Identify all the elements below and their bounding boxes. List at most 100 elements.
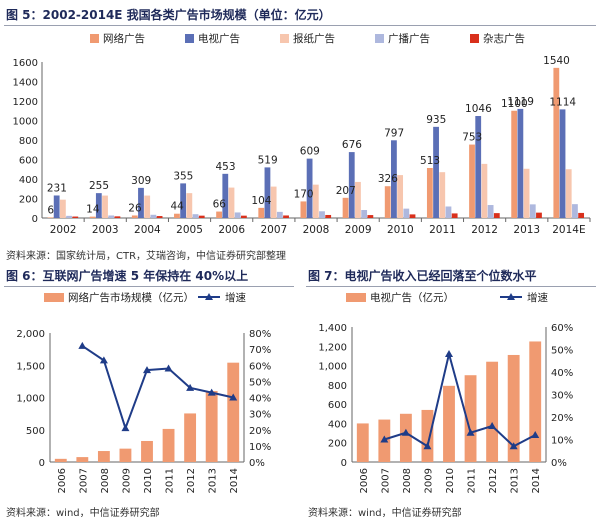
growth-point bbox=[423, 442, 432, 450]
bar-杂志广告 bbox=[536, 212, 542, 218]
bar-报纸广告 bbox=[565, 169, 572, 218]
bar-报纸广告 bbox=[439, 172, 446, 218]
legend-marker bbox=[205, 293, 213, 300]
bar-报纸广告 bbox=[481, 163, 488, 218]
y-tick-label: 1600 bbox=[13, 58, 38, 69]
bar-value bbox=[399, 413, 412, 462]
figure5-title: 图 5：2002-2014E 我国各类广告市场规模（单位：亿元） bbox=[6, 8, 331, 22]
bar-报纸广告 bbox=[270, 186, 277, 218]
x-tick-label: 2013 bbox=[513, 224, 540, 236]
x-tick-label: 2012 bbox=[488, 468, 499, 493]
data-label-internet: 207 bbox=[336, 185, 356, 197]
y2-tick-label: 10% bbox=[249, 442, 271, 453]
bar-value bbox=[162, 428, 175, 462]
legend-label-3: 广播广告 bbox=[388, 32, 430, 45]
growth-point bbox=[121, 424, 130, 432]
bar-广播广告 bbox=[319, 211, 325, 218]
bar-value bbox=[54, 458, 67, 462]
data-label-tv: 519 bbox=[258, 154, 278, 166]
data-label-tv: 309 bbox=[131, 175, 151, 187]
x-tick-label: 2008 bbox=[100, 468, 111, 493]
bar-电视广告 bbox=[264, 167, 271, 218]
y2-tick-label: 40% bbox=[551, 368, 573, 379]
bar-value bbox=[356, 423, 369, 462]
x-tick-label: 2013 bbox=[510, 468, 521, 493]
bar-广播广告 bbox=[108, 215, 115, 218]
legend-label-0: 网络广告 bbox=[103, 32, 145, 45]
growth-point bbox=[466, 428, 475, 436]
x-tick-label: 2004 bbox=[134, 224, 161, 236]
data-label-internet: 1540 bbox=[543, 55, 570, 67]
x-tick-label: 2003 bbox=[92, 224, 119, 236]
bar-杂志广告 bbox=[283, 215, 289, 218]
x-tick-label: 2014 bbox=[229, 468, 240, 493]
x-tick-label: 2005 bbox=[176, 224, 203, 236]
y-tick-label: 1,000 bbox=[16, 394, 45, 405]
x-tick-label: 2009 bbox=[423, 468, 434, 493]
bar-报纸广告 bbox=[228, 187, 235, 218]
legend-swatch-bar bbox=[44, 293, 64, 302]
bar-报纸广告 bbox=[312, 184, 319, 218]
x-tick-label: 2007 bbox=[380, 468, 391, 493]
figure7-title: 图 7：电视广告收入已经回落至个位数水平 bbox=[308, 269, 537, 283]
bar-value bbox=[205, 391, 218, 462]
bar-杂志广告 bbox=[198, 215, 205, 218]
data-label-internet: 14 bbox=[86, 204, 100, 216]
y2-tick-label: 40% bbox=[249, 394, 271, 405]
growth-point bbox=[99, 356, 108, 364]
y2-tick-label: 50% bbox=[249, 377, 271, 388]
bar-广播广告 bbox=[403, 208, 410, 218]
bar-杂志广告 bbox=[114, 216, 121, 218]
growth-point bbox=[509, 442, 518, 450]
legend-marker bbox=[507, 293, 515, 300]
data-label-tv: 1114 bbox=[549, 96, 576, 108]
growth-line bbox=[81, 345, 234, 432]
x-tick-label: 2010 bbox=[143, 468, 154, 493]
bar-value bbox=[464, 375, 477, 462]
y2-tick-label: 20% bbox=[551, 413, 573, 424]
x-tick-label: 2012 bbox=[471, 224, 498, 236]
figure6-source: 资料来源：wind，中信证券研究部 bbox=[6, 508, 160, 519]
data-label-tv: 1119 bbox=[507, 96, 534, 108]
y2-tick-label: 50% bbox=[551, 346, 573, 357]
bar-杂志广告 bbox=[493, 213, 500, 218]
bar-电视广告 bbox=[95, 193, 102, 218]
bar-杂志广告 bbox=[240, 215, 247, 218]
data-label-internet: 326 bbox=[378, 173, 398, 185]
figure7-chart: 电视广告（亿元） 增速 0 200 400 600 800 1,000 1,200 1,400 0%… bbox=[318, 291, 573, 493]
bar-杂志广告 bbox=[72, 216, 79, 218]
data-label-internet: 26 bbox=[128, 202, 142, 214]
legend-label-line: 增速 bbox=[527, 291, 548, 304]
bar-网络广告 bbox=[216, 211, 222, 218]
growth-point bbox=[207, 388, 216, 396]
data-label-tv: 255 bbox=[89, 180, 109, 192]
x-tick-label: 2009 bbox=[121, 468, 132, 493]
y-tick-label: 0 bbox=[32, 214, 38, 225]
bar-网络广告 bbox=[258, 207, 265, 218]
bar-电视广告 bbox=[475, 116, 482, 218]
bar-网络广告 bbox=[47, 217, 54, 218]
x-tick-label: 2002 bbox=[50, 224, 77, 236]
bar-value bbox=[141, 440, 153, 462]
y2-tick-label: 60% bbox=[249, 361, 271, 372]
y-tick-label: 500 bbox=[26, 426, 45, 437]
bar-广播广告 bbox=[572, 204, 578, 218]
y-tick-label: 1,200 bbox=[318, 342, 347, 353]
growth-point bbox=[380, 435, 389, 443]
x-tick-label: 2008 bbox=[303, 224, 330, 236]
legend-swatch-4 bbox=[470, 34, 479, 43]
bar-报纸广告 bbox=[102, 195, 108, 218]
data-label-tv: 676 bbox=[342, 139, 362, 151]
data-label-internet: 753 bbox=[462, 132, 482, 144]
data-label-tv: 355 bbox=[173, 170, 193, 182]
bar-网络广告 bbox=[300, 201, 307, 218]
data-label-tv: 1046 bbox=[465, 103, 492, 115]
y2-tick-label: 0% bbox=[249, 458, 265, 469]
y-tick-label: 1,500 bbox=[16, 361, 45, 372]
data-label-tv: 453 bbox=[215, 161, 235, 173]
figure5-source: 资料来源：国家统计局，CTR，艾瑞咨询，中信证券研究部整理 bbox=[6, 251, 287, 262]
bar-电视广告 bbox=[433, 126, 439, 218]
bar-杂志广告 bbox=[156, 216, 163, 218]
bar-网络广告 bbox=[131, 215, 138, 218]
bar-网络广告 bbox=[469, 144, 475, 218]
